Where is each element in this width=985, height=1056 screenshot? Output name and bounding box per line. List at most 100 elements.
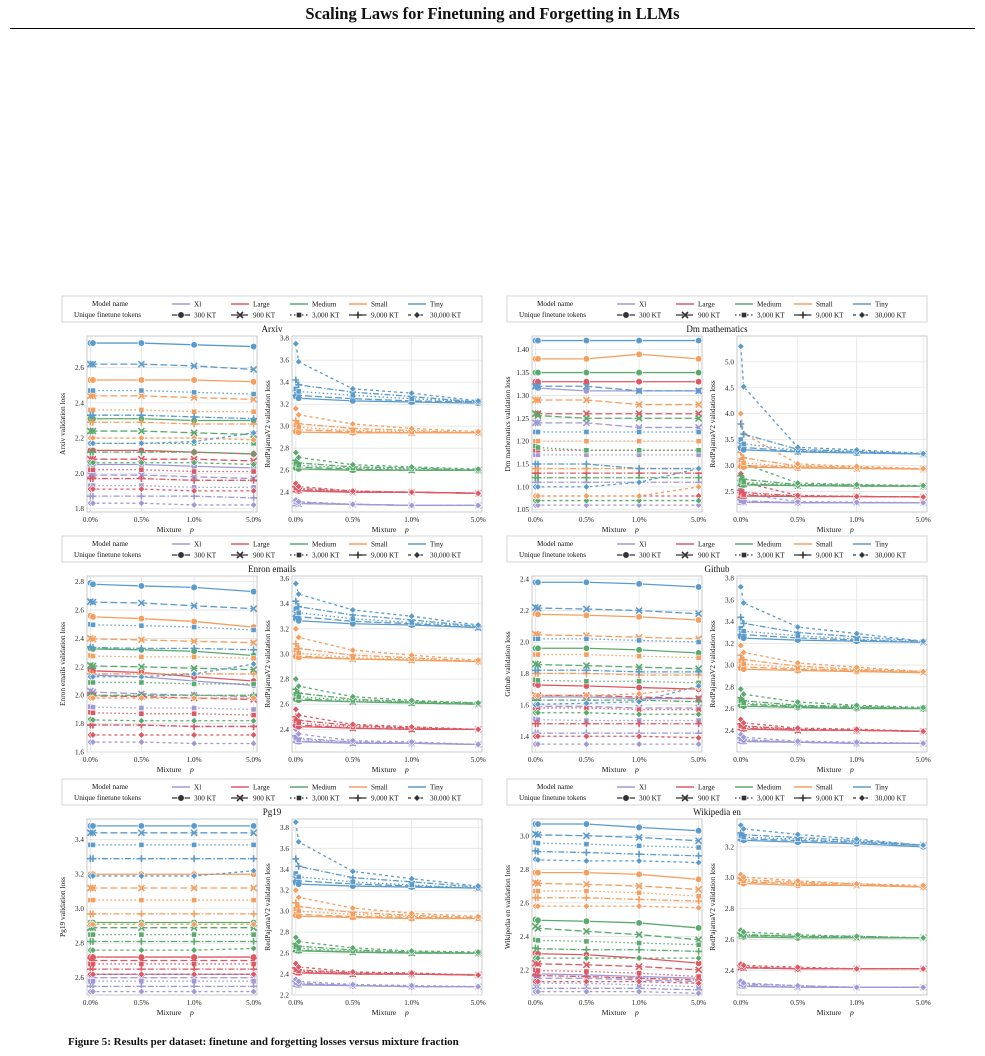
data-point — [89, 738, 97, 746]
data-point — [695, 852, 702, 860]
data-point — [249, 487, 258, 495]
data-point — [694, 583, 703, 591]
x-axis-label-italic: p — [189, 1008, 194, 1017]
data-point — [636, 678, 642, 685]
data-point — [89, 731, 97, 739]
data-point — [582, 857, 591, 865]
x-tick-label: 0.0% — [288, 999, 303, 1007]
data-point — [190, 910, 198, 918]
data-point — [583, 938, 590, 945]
x-axis-label: Mixture — [157, 765, 182, 774]
legend-entry-medium: Medium — [757, 784, 782, 792]
data-point — [636, 842, 642, 849]
data-point — [294, 937, 303, 946]
data-point — [583, 666, 590, 674]
legend-token-entry: 300 KT — [639, 795, 662, 803]
data-point — [635, 850, 643, 858]
data-point — [89, 411, 97, 419]
data-point — [736, 685, 745, 693]
legend-entry-small: Small — [816, 541, 833, 549]
legend-model-label: Model name — [92, 540, 128, 548]
legend-token-entry: 30,000 KT — [430, 552, 462, 560]
x-tick-label: 0.0% — [733, 999, 748, 1007]
y-tick-label: 1.10 — [516, 483, 529, 491]
legend-entry-xl: Xl — [639, 301, 646, 309]
data-point — [534, 708, 542, 717]
data-point — [138, 448, 145, 456]
legend-token-entry: 3,000 KT — [312, 795, 340, 803]
data-point — [137, 599, 145, 607]
data-point — [534, 831, 542, 839]
data-point — [190, 920, 198, 929]
forgetting-plot: 0.0% 0.5% 1.0% 5.0% 2.4 2.6 2.8 3.0 3.2 3.4 3.6 Mix… — [263, 575, 486, 774]
data-point — [694, 496, 703, 505]
data-point — [635, 501, 643, 509]
legend-tokens-label: Unique finetune tokens — [519, 551, 586, 559]
data-point — [582, 880, 590, 888]
data-point — [249, 822, 258, 830]
data-point — [635, 414, 643, 422]
data-point — [694, 355, 703, 363]
x-tick-label: 5.0% — [916, 756, 931, 764]
data-point — [89, 970, 97, 979]
data-point — [191, 680, 197, 687]
data-point — [90, 679, 96, 686]
data-point — [474, 656, 483, 665]
data-point — [474, 397, 483, 405]
data-point — [852, 835, 861, 843]
legend-token-marker — [858, 551, 866, 559]
y-tick-label: 3.2 — [725, 640, 734, 648]
panel-dm-mathematics: Dm mathematics — [686, 324, 748, 334]
data-point — [635, 896, 643, 903]
data-point — [534, 396, 542, 404]
data-point — [407, 738, 416, 746]
data-point — [535, 888, 541, 894]
legend-entry-small: Small — [371, 784, 388, 792]
panel-arxiv: Arxiv — [262, 324, 283, 334]
data-point — [534, 820, 542, 828]
y-tick-label: 3.4 — [280, 600, 289, 608]
y-axis-label: RedPajamaV2 validation loss — [263, 380, 272, 468]
data-point — [852, 480, 861, 489]
y-tick-label: 3.4 — [280, 866, 289, 874]
data-point — [89, 822, 97, 830]
data-point — [474, 621, 483, 629]
legend-token-marker — [296, 795, 302, 801]
data-point — [635, 478, 643, 487]
data-point — [635, 668, 643, 676]
data-point — [348, 500, 357, 509]
data-point — [137, 872, 146, 880]
legend-token-marker — [622, 551, 630, 559]
y-tick-label: 3.8 — [725, 575, 734, 583]
y-axis-label: RedPajamaV2 validation loss — [708, 620, 717, 708]
data-point — [582, 662, 590, 670]
data-point — [137, 636, 145, 644]
data-point — [137, 439, 146, 448]
data-point — [295, 388, 302, 395]
data-point — [250, 365, 258, 374]
data-point — [250, 706, 257, 713]
data-point — [295, 420, 303, 428]
y-axis-label: Pg19 validation loss — [58, 877, 67, 937]
data-point — [635, 683, 643, 692]
legend-token-entry: 30,000 KT — [430, 312, 462, 320]
data-point — [534, 954, 542, 962]
data-point — [249, 660, 258, 668]
data-point — [694, 740, 703, 748]
legend-token-entry: 300 KT — [194, 552, 217, 560]
data-point — [582, 387, 591, 395]
x-tick-label: 5.0% — [691, 516, 706, 524]
running-header-title: Scaling Laws for Finetuning and Forgetti… — [305, 4, 680, 23]
data-point — [635, 720, 643, 728]
data-point — [294, 410, 303, 419]
data-point — [852, 738, 861, 747]
data-point — [190, 487, 198, 495]
data-point — [582, 961, 590, 969]
x-tick-label: 0.5% — [790, 756, 805, 764]
data-point — [407, 612, 416, 621]
data-point — [739, 825, 748, 833]
data-point — [531, 419, 539, 427]
legend-token-marker — [858, 311, 866, 319]
y-tick-label: 2.8 — [520, 866, 529, 874]
data-point — [736, 409, 745, 418]
